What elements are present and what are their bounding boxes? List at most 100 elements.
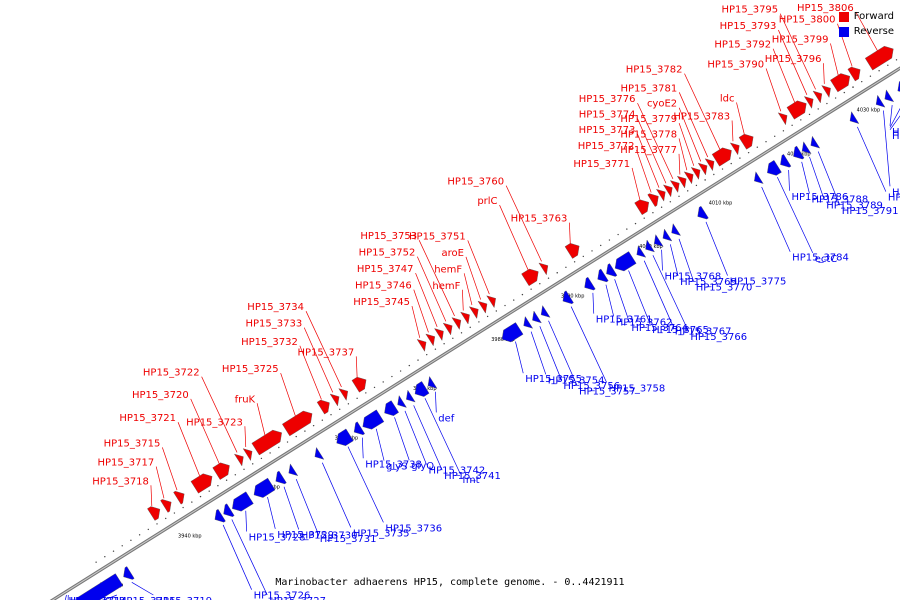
tick-label: 4010 kbp xyxy=(709,201,733,207)
label-leader-line xyxy=(631,167,641,200)
label-leader-line xyxy=(855,11,878,51)
forward-gene-arrow xyxy=(486,295,496,309)
gene-label: HP15_3790 xyxy=(707,59,764,70)
reverse-gene-arrow xyxy=(288,463,299,477)
gene-layer xyxy=(76,45,900,600)
gene-label: HP15_3805 xyxy=(892,129,900,140)
label-leader-line xyxy=(614,279,630,323)
legend-reverse-label: Reverse xyxy=(853,26,894,37)
reverse-gene-arrow xyxy=(671,223,682,236)
gene-label: HP15_3721 xyxy=(119,413,176,424)
minor-tick-mark xyxy=(278,446,280,449)
label-leader-line xyxy=(772,48,796,103)
forward-gene-arrow xyxy=(821,85,831,98)
reverse-gene-arrow xyxy=(253,477,276,498)
reverse-gene-arrow xyxy=(645,239,655,253)
gene-label: HP15_3729 xyxy=(277,530,334,541)
label-leader-line xyxy=(267,497,276,529)
label-leader-line xyxy=(303,327,334,393)
gene-label: HP15_3779 xyxy=(620,114,677,125)
forward-gene-arrow xyxy=(830,73,851,93)
forward-gene-arrow xyxy=(190,473,213,494)
tick-layer: 3930 kbp3940 kbp3950 kbp3960 kbp3970 kbp… xyxy=(95,59,898,589)
forward-gene-arrow xyxy=(847,66,861,82)
label-leader-line xyxy=(548,320,578,386)
gene-label: fmt xyxy=(462,475,479,486)
legend-forward-label: Forward xyxy=(853,11,894,22)
gene-label: HP15_3728 xyxy=(249,532,306,543)
forward-gene-arrow xyxy=(647,193,659,207)
minor-tick-mark xyxy=(782,130,785,132)
gene-label: HP15_3719 xyxy=(155,596,212,600)
gene-label: HP15_3796 xyxy=(765,54,822,65)
minor-tick-mark xyxy=(426,353,428,356)
gene-label: HP15_3716 xyxy=(119,596,176,600)
label-leader-line xyxy=(678,138,688,171)
minor-tick-mark xyxy=(373,386,376,389)
gene-label: HP15_3752 xyxy=(359,248,416,259)
minor-tick-mark xyxy=(721,168,724,170)
minor-tick-mark xyxy=(861,80,863,83)
gene-label: HP15_3745 xyxy=(353,297,410,308)
minor-tick-mark xyxy=(478,321,480,323)
label-leader-line xyxy=(394,417,410,461)
label-leader-line xyxy=(678,107,702,162)
gene-label: HP15_3726 xyxy=(254,591,311,600)
gene-label: HP15_3774 xyxy=(579,110,636,121)
label-leader-line xyxy=(256,403,266,436)
reverse-gene-arrow xyxy=(523,315,534,329)
label-leader-line xyxy=(889,108,900,128)
legend: Forward Reverse xyxy=(838,9,894,39)
reverse-gene-arrow xyxy=(584,276,596,291)
reverse-gene-arrow xyxy=(767,160,782,176)
label-leader-line xyxy=(347,446,384,523)
tick-label: 4030 kbp xyxy=(857,108,881,114)
gene-label: HP15_3758 xyxy=(609,383,666,394)
gene-label: HP15_3767 xyxy=(675,326,732,337)
genome-caption: Marinobacter adhaerens HP15, complete ge… xyxy=(275,577,625,588)
forward-gene-arrow xyxy=(338,388,349,401)
label-leader-line xyxy=(570,306,607,383)
minor-tick-mark xyxy=(417,359,419,361)
gene-label: HP15_3720 xyxy=(132,390,189,401)
minor-tick-mark xyxy=(191,501,193,503)
gene-label: HP15_3792 xyxy=(714,40,771,51)
forward-gene-arrow xyxy=(425,333,436,347)
label-leader-line xyxy=(131,581,154,596)
label-leader-line xyxy=(435,391,437,413)
minor-tick-mark xyxy=(765,141,767,143)
gene-label: HP15_3734 xyxy=(247,302,304,313)
gene-label: HP15_3741 xyxy=(444,471,501,482)
label-leader-line xyxy=(678,122,695,166)
forward-gene-arrow xyxy=(738,133,754,150)
minor-tick-mark xyxy=(147,528,150,531)
gene-label: HP15_3753 xyxy=(360,231,417,242)
label-leader-line xyxy=(283,486,300,530)
minor-tick-mark xyxy=(895,59,898,61)
label-leader-line xyxy=(530,331,547,375)
gene-label: HP15_3737 xyxy=(298,347,355,358)
gene-label: HP15_3800 xyxy=(779,15,836,26)
minor-tick-mark xyxy=(817,108,819,110)
gene-label: hemF xyxy=(432,281,460,292)
minor-tick-mark xyxy=(600,244,602,247)
minor-tick-mark xyxy=(808,113,811,116)
gene-label: HP15_3786 xyxy=(792,192,849,203)
forward-gene-arrow xyxy=(316,399,330,415)
gene-label: HP15_3754 xyxy=(548,375,605,386)
gene-label: HP15_3723 xyxy=(186,417,243,428)
gene-label: HP15_3776 xyxy=(579,94,636,105)
gene-label: HP15_3806 xyxy=(797,3,854,14)
legend-reverse[interactable]: Reverse xyxy=(838,24,894,39)
gene-label: HP15_3801 xyxy=(892,187,900,198)
minor-tick-mark xyxy=(312,424,315,427)
forward-gene-arrow xyxy=(416,339,427,352)
minor-tick-mark xyxy=(199,495,202,498)
minor-tick-mark xyxy=(295,435,297,438)
minor-tick-mark xyxy=(626,228,628,230)
reverse-gene-arrow xyxy=(427,375,438,389)
legend-forward[interactable]: Forward xyxy=(838,9,894,24)
minor-tick-mark xyxy=(443,343,445,345)
forward-gene-arrow xyxy=(451,317,462,330)
